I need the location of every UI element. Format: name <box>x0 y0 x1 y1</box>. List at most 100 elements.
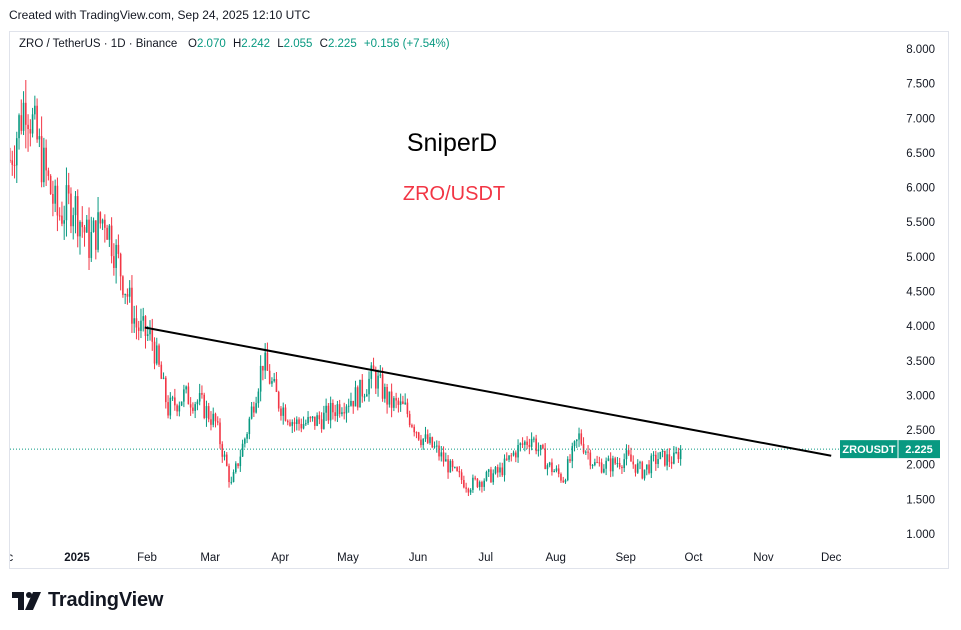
candle-body <box>56 185 59 216</box>
candle-body <box>375 370 377 389</box>
candle-body <box>589 452 592 466</box>
candle-body <box>438 445 440 457</box>
candle-body <box>79 221 81 237</box>
candle-body <box>372 365 375 371</box>
candle-body <box>266 352 269 371</box>
x-tick-label: Sep <box>615 552 635 564</box>
candle-body <box>422 438 425 446</box>
candle-body <box>370 365 373 379</box>
candle-body <box>454 467 456 469</box>
candle-body <box>232 472 235 482</box>
candle-body <box>677 452 680 460</box>
candle-body <box>223 454 226 457</box>
candle-body <box>49 175 52 194</box>
candle-body <box>230 481 233 483</box>
x-tick-label: Jul <box>478 552 493 564</box>
candle-body <box>609 458 612 472</box>
candle-body <box>630 454 632 462</box>
candle-body <box>76 196 79 237</box>
candle-body <box>72 215 75 227</box>
candle-body <box>451 460 454 468</box>
candle-body <box>431 437 434 448</box>
candle-body <box>381 374 384 399</box>
candle-body <box>273 379 275 382</box>
candle-body <box>142 316 145 321</box>
candle-body <box>45 147 47 171</box>
candle-body <box>36 105 38 140</box>
candle-body <box>354 387 357 407</box>
candle-body <box>365 394 368 397</box>
price-chart[interactable]: ZRO / TetherUS · 1D · Binance O2.070 H2.… <box>10 32 948 568</box>
tradingview-logo[interactable]: TradingView <box>12 589 163 612</box>
candle-body <box>246 434 248 439</box>
candle-body <box>578 433 580 440</box>
candle-body <box>429 437 431 443</box>
candle-body <box>478 482 481 488</box>
candle-body <box>119 253 122 277</box>
candle-body <box>198 393 201 402</box>
candle-body <box>329 402 332 421</box>
candle-body <box>442 452 445 462</box>
candle-body <box>555 468 558 471</box>
candle-body <box>320 419 323 429</box>
candle-body <box>521 443 524 445</box>
header-symbol: ZRO / TetherUS · 1D · Binance <box>19 38 177 50</box>
candle-body <box>350 400 352 406</box>
candle-body <box>528 445 531 447</box>
chart-subtitle: ZRO/USDT <box>403 183 505 205</box>
candle-body <box>661 450 664 452</box>
candle-body <box>404 402 406 404</box>
candle-body <box>334 412 336 417</box>
y-tick-label: 1.000 <box>906 529 935 541</box>
candle-body <box>456 467 458 472</box>
candle-body <box>153 341 156 364</box>
candle-body <box>29 129 32 134</box>
candle-body <box>612 458 614 472</box>
candle-body <box>216 421 219 423</box>
candle-body <box>235 463 237 473</box>
close-label: C <box>320 38 328 50</box>
candle-body <box>133 318 135 324</box>
candle-body <box>61 215 63 224</box>
candle-body <box>97 212 99 250</box>
candle-body <box>679 449 682 460</box>
candle-body <box>675 452 677 454</box>
candle-body <box>347 405 350 407</box>
y-tick-label: 4.500 <box>906 287 935 299</box>
candle-body <box>591 465 594 467</box>
trendline[interactable] <box>144 326 832 457</box>
candle-body <box>605 460 607 469</box>
candle-body <box>74 196 77 216</box>
candle-body <box>25 102 27 125</box>
candle-body <box>241 443 244 457</box>
candle-body <box>18 115 20 139</box>
candle-body <box>496 467 499 473</box>
candle-body <box>128 287 131 297</box>
time-axis[interactable]: ec 2025 Feb Mar Apr May Jun Jul Aug Sep Oct Nov Dec <box>10 552 842 564</box>
candle-body <box>467 488 470 493</box>
candle-body <box>221 444 224 457</box>
candle-body <box>176 405 178 412</box>
open-label: O <box>188 38 197 50</box>
candle-body <box>160 364 163 379</box>
candle-body <box>614 458 616 464</box>
chart-area[interactable]: ZRO / TetherUS · 1D · Binance O2.070 H2.… <box>9 31 949 569</box>
candle-body <box>585 451 587 453</box>
candle-body <box>413 426 415 433</box>
candle-body <box>530 438 533 447</box>
candle-body <box>185 386 187 390</box>
candle-body <box>603 468 605 473</box>
candle-body <box>645 464 648 470</box>
candle-body <box>433 446 436 448</box>
candle-body <box>345 406 348 414</box>
candle-body <box>210 419 212 425</box>
candle-body <box>11 160 14 165</box>
candle-body <box>356 387 359 408</box>
price-axis[interactable]: 8.000 7.500 7.000 6.500 6.000 5.500 5.000 4.500… <box>906 44 935 541</box>
candle-body <box>63 220 65 224</box>
candle-body <box>183 389 185 402</box>
candle-body <box>352 400 355 407</box>
candle-body <box>65 185 68 221</box>
candle-body <box>618 463 621 467</box>
badge-price: 2.225 <box>905 444 933 456</box>
